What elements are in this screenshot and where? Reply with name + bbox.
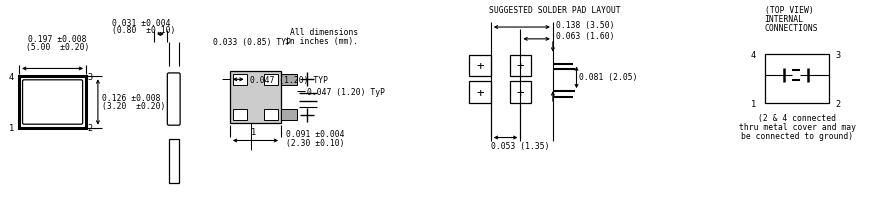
Bar xyxy=(264,109,278,120)
Text: SUGGESTED SOLDER PAD LAYOUT: SUGGESTED SOLDER PAD LAYOUT xyxy=(488,6,620,15)
Text: All dimensions: All dimensions xyxy=(289,28,357,37)
Text: (TOP VIEW): (TOP VIEW) xyxy=(764,6,813,15)
Text: INTERNAL: INTERNAL xyxy=(764,15,803,23)
Text: 0.033 (0.85) TYP: 0.033 (0.85) TYP xyxy=(213,38,291,47)
Text: 0.138 (3.50): 0.138 (3.50) xyxy=(555,20,614,29)
Text: (2 & 4 connected: (2 & 4 connected xyxy=(757,114,835,123)
Text: 0.126 ±0.008: 0.126 ±0.008 xyxy=(102,93,160,102)
Text: 1: 1 xyxy=(750,100,755,109)
Text: 0.047 (1.20) TyP: 0.047 (1.20) TyP xyxy=(307,87,384,96)
Bar xyxy=(233,109,246,120)
Text: in inches (mm).: in inches (mm). xyxy=(284,37,357,46)
Text: 1: 1 xyxy=(9,124,14,132)
Bar xyxy=(468,55,490,77)
Text: 0.197 ±0.008: 0.197 ±0.008 xyxy=(28,35,87,44)
FancyBboxPatch shape xyxy=(23,80,83,125)
Text: 4: 4 xyxy=(9,73,14,81)
Bar xyxy=(764,54,827,103)
Text: 0.053 (1.35): 0.053 (1.35) xyxy=(490,141,548,150)
Bar xyxy=(233,75,246,86)
Bar xyxy=(281,75,296,86)
Text: (5.00  ±0.20): (5.00 ±0.20) xyxy=(26,43,90,52)
Text: 1: 1 xyxy=(250,128,255,136)
Text: (0.80  ±0.10): (0.80 ±0.10) xyxy=(111,26,175,35)
Text: 3: 3 xyxy=(87,73,92,81)
Text: 2: 2 xyxy=(87,124,92,132)
Text: (2.30 ±0.10): (2.30 ±0.10) xyxy=(286,138,344,147)
Bar xyxy=(229,72,281,123)
Text: 0.081 (2.05): 0.081 (2.05) xyxy=(579,73,637,81)
Text: 4: 4 xyxy=(750,51,755,60)
FancyBboxPatch shape xyxy=(167,74,180,126)
Bar xyxy=(19,77,86,128)
Text: +: + xyxy=(516,60,523,73)
Text: be connected to ground): be connected to ground) xyxy=(740,131,852,140)
Text: 2: 2 xyxy=(834,100,839,109)
Text: 0.091 ±0.004: 0.091 ±0.004 xyxy=(286,129,344,138)
Bar xyxy=(509,82,531,103)
Bar xyxy=(169,140,178,183)
Bar xyxy=(509,55,531,77)
Text: 0.031 ±0.004: 0.031 ±0.004 xyxy=(111,19,170,27)
Text: CONNECTIONS: CONNECTIONS xyxy=(764,23,817,32)
Text: +: + xyxy=(475,60,483,73)
Bar xyxy=(281,109,296,120)
Text: 0.063 (1.60): 0.063 (1.60) xyxy=(555,32,614,41)
Text: 0.047 (1.20) TYP: 0.047 (1.20) TYP xyxy=(249,75,328,84)
Text: thru metal cover and may: thru metal cover and may xyxy=(738,123,854,132)
Bar xyxy=(264,75,278,86)
Text: +: + xyxy=(475,86,483,99)
Text: 3: 3 xyxy=(834,51,839,60)
Text: +: + xyxy=(516,86,523,99)
Text: (3.20  ±0.20): (3.20 ±0.20) xyxy=(102,102,165,111)
Bar xyxy=(468,82,490,103)
